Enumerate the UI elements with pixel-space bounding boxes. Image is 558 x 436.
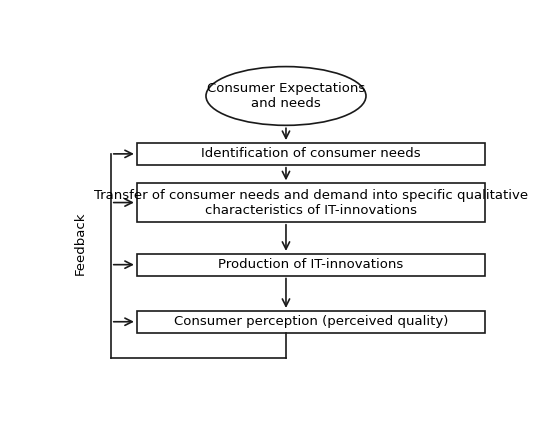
Bar [137, 254, 485, 276]
Text: Feedback: Feedback [74, 212, 87, 276]
Bar [137, 183, 485, 222]
Bar [137, 311, 485, 333]
Text: Production of IT-innovations: Production of IT-innovations [218, 258, 403, 271]
Text: Identification of consumer needs: Identification of consumer needs [201, 147, 421, 160]
Text: Consumer perception (perceived quality): Consumer perception (perceived quality) [174, 315, 448, 328]
Text: Consumer Expectations
and needs: Consumer Expectations and needs [207, 82, 365, 110]
Bar [137, 143, 485, 165]
Text: Transfer of consumer needs and demand into specific qualitative
characteristics : Transfer of consumer needs and demand in… [94, 188, 528, 217]
